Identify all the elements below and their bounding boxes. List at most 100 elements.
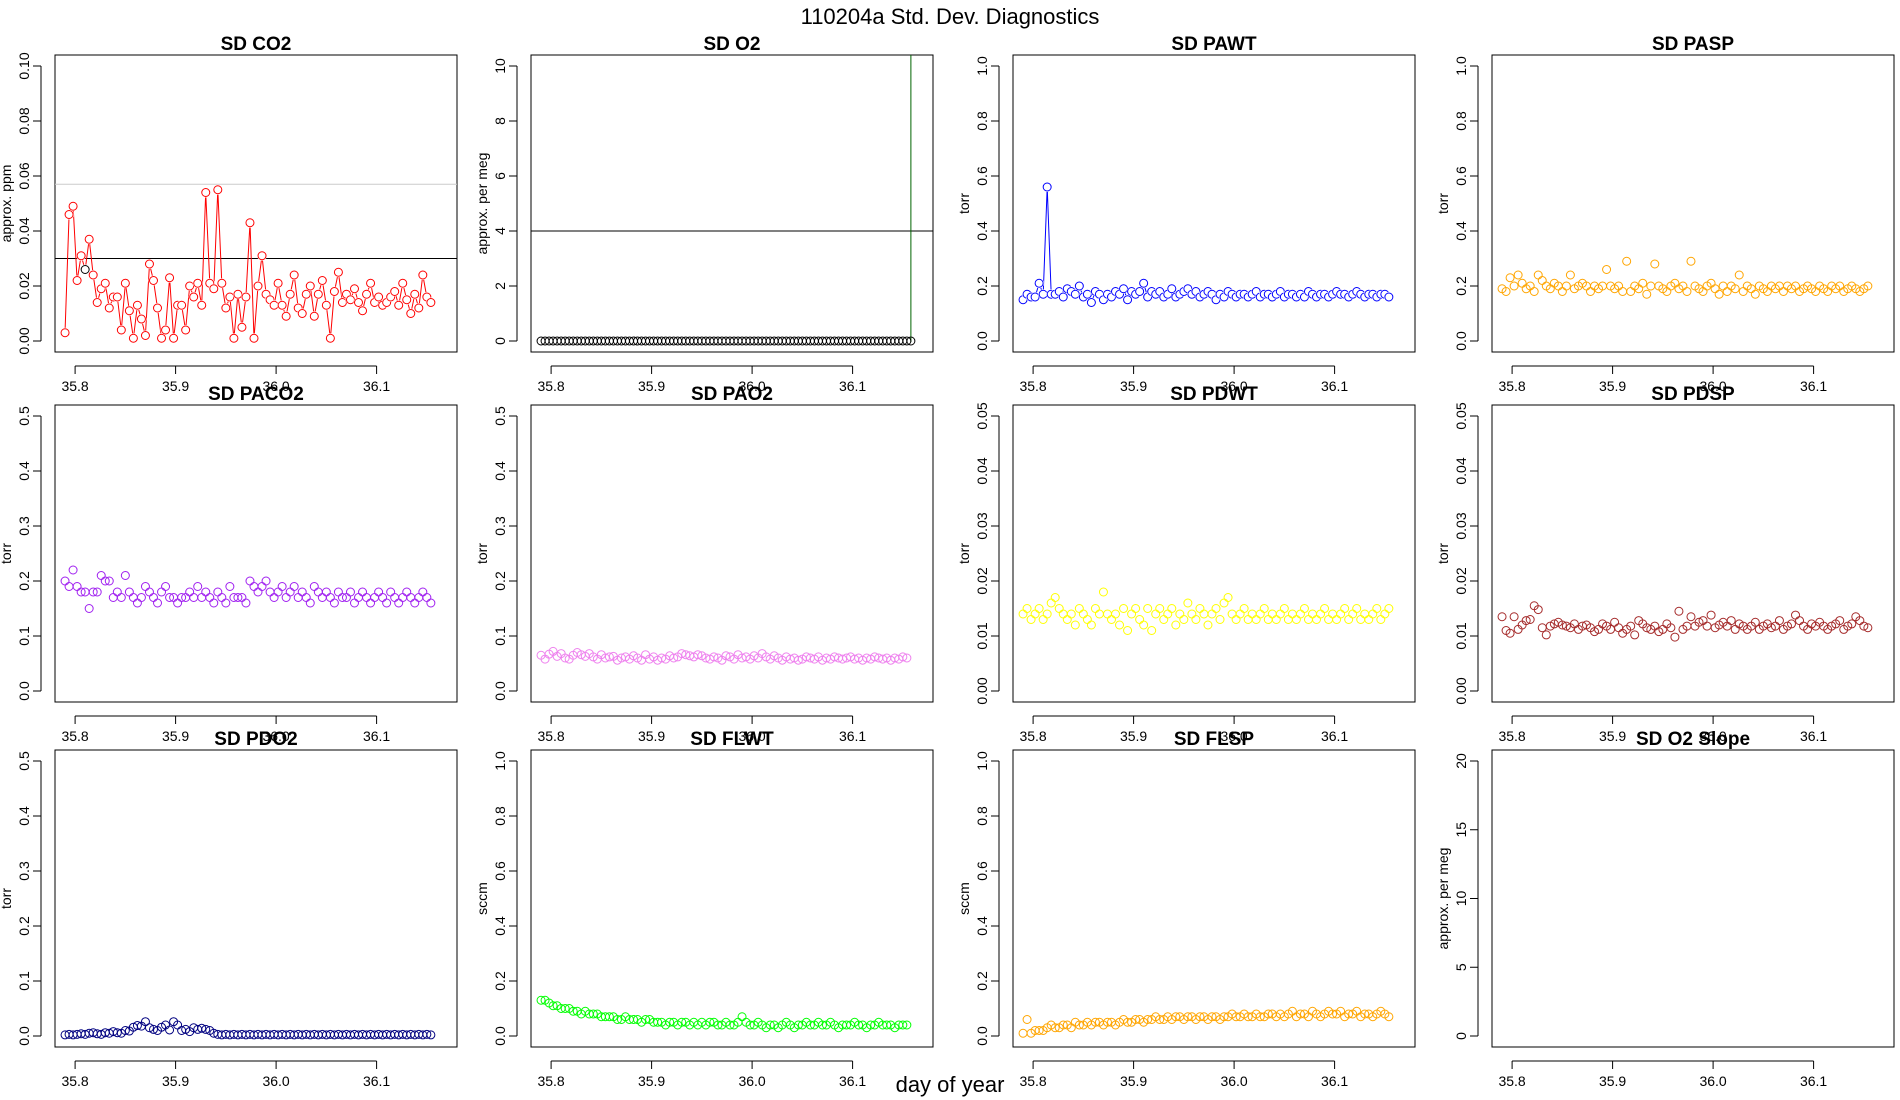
data-point — [1348, 609, 1358, 619]
data-point — [1223, 593, 1233, 602]
data-point — [358, 587, 368, 597]
data-point — [257, 582, 267, 591]
y-tick-label: 10 — [492, 58, 508, 74]
point-knockout — [200, 187, 211, 198]
y-tick-label: 0.02 — [1453, 567, 1469, 594]
data-point — [1131, 1015, 1141, 1024]
data-point — [1147, 626, 1157, 635]
point-knockout — [325, 333, 336, 344]
data-point — [1718, 281, 1728, 291]
data-point — [1251, 615, 1261, 624]
data-point — [1505, 273, 1515, 283]
y-axis-label: approx. ppm — [0, 165, 14, 243]
data-point — [1042, 182, 1052, 192]
data-point — [112, 587, 122, 597]
data-point — [1778, 287, 1788, 296]
y-axis-label: approx. per meg — [1435, 848, 1451, 950]
data-point — [362, 289, 372, 299]
data-point — [382, 598, 392, 608]
data-point — [1738, 287, 1748, 296]
data-point — [169, 333, 179, 343]
data-point — [201, 188, 211, 197]
data-point — [1066, 609, 1076, 619]
data-point — [1231, 615, 1241, 624]
data-point — [693, 650, 703, 660]
data-point — [1171, 1012, 1181, 1022]
data-point — [390, 593, 400, 602]
point-knockout — [1086, 297, 1097, 308]
y-tick-label: 0 — [492, 337, 508, 345]
data-point — [1098, 587, 1108, 597]
data-point — [1533, 270, 1543, 280]
data-point — [197, 1023, 207, 1033]
data-point — [354, 298, 364, 307]
data-point — [1332, 615, 1342, 624]
point-knockout — [60, 327, 71, 338]
data-point — [1336, 609, 1346, 619]
data-point — [277, 300, 287, 310]
data-point — [217, 278, 227, 288]
data-point — [225, 582, 235, 591]
point-knockout — [257, 250, 268, 261]
chart-panel: SD PASP 0.0 0.2 0.4 0.6 0.8 1.0 torr 35.8 35.9 36.… — [1435, 34, 1895, 394]
chart-panel: SD O2 Slope 0 5 10 15 20 approx. per meg 35.8 35… — [1435, 729, 1895, 1089]
data-point — [1384, 604, 1394, 613]
data-point — [1537, 276, 1547, 285]
x-tick-label: 36.0 — [1699, 728, 1726, 744]
data-point — [1058, 292, 1068, 302]
chart-panel: SD PACO2 0.0 0.1 0.2 0.3 0.4 0.5 torr 35.8 35.9 36… — [0, 384, 458, 744]
data-point — [92, 298, 102, 307]
data-point — [721, 651, 731, 661]
point-knockout — [120, 278, 131, 289]
data-point — [1231, 1012, 1241, 1022]
data-point — [177, 593, 187, 602]
data-point — [229, 333, 239, 343]
data-point — [902, 336, 912, 346]
data-point — [313, 587, 323, 597]
panel-title: SD PDSP — [1651, 384, 1735, 405]
data-point — [1380, 609, 1390, 619]
point-knockout — [361, 289, 372, 300]
data-point — [677, 1017, 687, 1027]
data-point — [842, 1020, 852, 1030]
data-point — [1791, 610, 1801, 620]
data-point — [1159, 615, 1169, 624]
data-point — [1219, 1012, 1229, 1022]
point-knockout — [1038, 289, 1049, 300]
data-point — [144, 587, 154, 597]
point-knockout — [285, 289, 296, 300]
panel-title: SD PACO2 — [208, 384, 304, 405]
data-point — [185, 587, 195, 597]
data-point — [144, 1023, 154, 1033]
plot-frame — [54, 404, 458, 703]
data-point — [201, 587, 211, 597]
data-point — [1155, 1015, 1165, 1024]
data-point — [1123, 295, 1133, 305]
y-tick-label: 0.2 — [492, 571, 508, 591]
data-point — [1710, 284, 1720, 294]
y-tick-label: 1.0 — [974, 751, 990, 771]
data-point — [1497, 612, 1507, 622]
data-point — [1307, 609, 1317, 619]
data-point — [305, 598, 315, 608]
y-axis-label: sccm — [956, 882, 972, 915]
data-point — [1263, 615, 1273, 624]
data-point — [337, 593, 347, 602]
figure-xlabel: day of year — [896, 1072, 1005, 1097]
chart-panel: SD PAWT 0.0 0.2 0.4 0.6 0.8 1.0 torr 35.8 35.9 36.… — [956, 34, 1416, 394]
x-tick-label: 36.0 — [1699, 378, 1726, 394]
data-point — [177, 300, 187, 310]
y-tick-label: 0.5 — [492, 406, 508, 426]
data-point — [1774, 616, 1784, 626]
data-point — [378, 593, 388, 602]
data-point — [217, 593, 227, 602]
data-point — [128, 593, 138, 602]
data-point — [209, 598, 219, 608]
data-point — [60, 328, 70, 338]
x-tick-label: 35.9 — [638, 378, 665, 394]
data-point — [197, 300, 207, 310]
data-point — [293, 593, 303, 602]
data-point — [1376, 615, 1386, 624]
data-point — [1714, 289, 1724, 299]
data-point — [140, 1017, 150, 1027]
